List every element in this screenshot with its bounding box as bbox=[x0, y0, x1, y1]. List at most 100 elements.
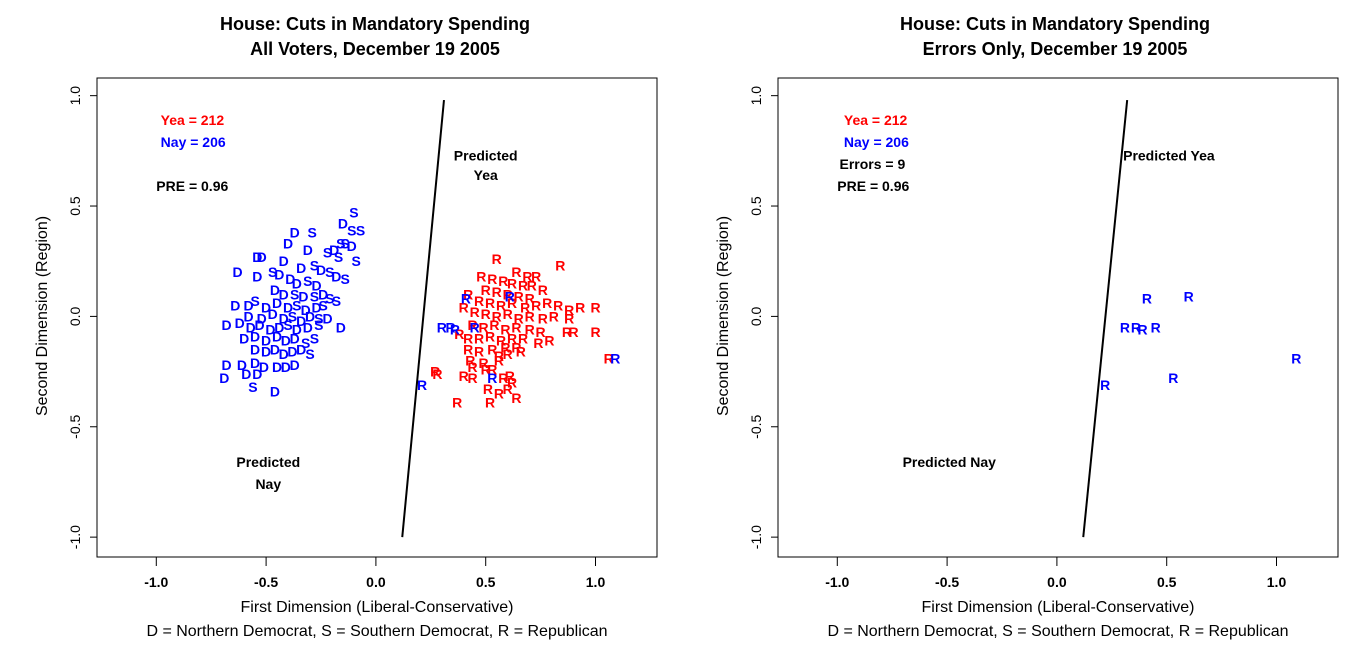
data-point: R bbox=[459, 300, 469, 316]
chart-annotation: Predicted Nay bbox=[903, 454, 997, 470]
data-point: D bbox=[230, 297, 240, 313]
data-point: D bbox=[246, 319, 256, 335]
chart-annotation: Predicted Yea bbox=[1123, 147, 1215, 163]
data-point: R bbox=[452, 394, 462, 410]
data-point: S bbox=[310, 289, 319, 305]
data-point: R bbox=[467, 317, 477, 333]
data-point: D bbox=[296, 313, 306, 329]
data-point: S bbox=[356, 222, 365, 238]
cutting-line bbox=[1082, 99, 1129, 538]
data-point: D bbox=[279, 286, 289, 302]
data-point: R bbox=[531, 297, 541, 313]
data-point: R bbox=[507, 295, 517, 311]
data-point: S bbox=[292, 297, 301, 313]
data-point: S bbox=[336, 236, 345, 252]
data-point: S bbox=[314, 311, 323, 327]
data-point: D bbox=[222, 317, 232, 333]
data-point: R bbox=[446, 319, 456, 335]
points-layer: R RR RR RRR R bbox=[1100, 289, 1301, 393]
data-point: R bbox=[511, 264, 521, 280]
data-point: D bbox=[270, 383, 280, 399]
data-point: R bbox=[1100, 377, 1110, 393]
data-point: R bbox=[487, 342, 497, 358]
data-point: R bbox=[500, 322, 510, 338]
data-point: R bbox=[417, 377, 427, 393]
data-point: D bbox=[303, 319, 313, 335]
data-point: R bbox=[1137, 322, 1147, 338]
y-tick-label: 1.0 bbox=[748, 86, 764, 106]
x-tick-label: -1.0 bbox=[825, 574, 849, 590]
data-point: D bbox=[241, 366, 251, 382]
data-point: S bbox=[301, 335, 310, 351]
data-point: R bbox=[507, 330, 517, 346]
data-point: R bbox=[505, 368, 515, 384]
data-point: R bbox=[1168, 370, 1178, 386]
data-point: S bbox=[310, 330, 319, 346]
data-point: D bbox=[296, 260, 306, 276]
data-point: R bbox=[525, 308, 535, 324]
data-point: S bbox=[340, 236, 349, 252]
data-point: D bbox=[243, 297, 253, 313]
data-point: D bbox=[274, 266, 284, 282]
data-point: R bbox=[432, 366, 442, 382]
data-point: D bbox=[265, 322, 275, 338]
data-point: R bbox=[487, 271, 497, 287]
data-point: D bbox=[331, 269, 341, 285]
data-point: D bbox=[250, 355, 260, 371]
y-tick-label: 0.5 bbox=[67, 196, 83, 216]
data-point: D bbox=[252, 269, 262, 285]
chart-title-line2: All Voters, December 19 2005 bbox=[250, 39, 500, 59]
data-point: R bbox=[511, 390, 521, 406]
data-point: R bbox=[511, 319, 521, 335]
data-point: D bbox=[243, 308, 253, 324]
data-point: R bbox=[610, 350, 620, 366]
data-point: R bbox=[568, 324, 578, 340]
data-point: D bbox=[222, 357, 232, 373]
data-point: R bbox=[498, 370, 508, 386]
data-point: R bbox=[437, 319, 447, 335]
data-point: S bbox=[248, 379, 257, 395]
x-tick-label: 0.0 bbox=[366, 574, 386, 590]
data-point: S bbox=[349, 205, 358, 221]
data-point: S bbox=[283, 317, 292, 333]
data-point: D bbox=[281, 359, 291, 375]
data-point: S bbox=[332, 293, 341, 309]
data-point: R bbox=[492, 284, 502, 300]
data-point: S bbox=[325, 264, 334, 280]
data-point: D bbox=[257, 249, 267, 265]
data-point: R bbox=[478, 355, 488, 371]
data-point: R bbox=[520, 300, 530, 316]
data-point: D bbox=[279, 311, 289, 327]
data-point: R bbox=[463, 286, 473, 302]
x-tick-label: -1.0 bbox=[144, 574, 168, 590]
data-point: S bbox=[310, 258, 319, 274]
x-axis: -1.0 -0.5 0.0 0.5 1.0 bbox=[144, 557, 605, 590]
data-point: R bbox=[505, 289, 515, 305]
x-tick-label: -0.5 bbox=[935, 574, 959, 590]
data-point: D bbox=[298, 289, 308, 305]
y-tick-label: -1.0 bbox=[748, 525, 764, 549]
data-point: R bbox=[494, 386, 504, 402]
annotations-layer: Yea = 212 Nay = 206 PRE = 0.96 Predicted Yea… bbox=[156, 112, 517, 492]
data-point: R bbox=[503, 306, 513, 322]
data-point: R bbox=[514, 311, 524, 327]
data-point: D bbox=[237, 357, 247, 373]
y-tick-label: 1.0 bbox=[67, 86, 83, 106]
data-point: R bbox=[522, 269, 532, 285]
data-point: R bbox=[463, 342, 473, 358]
data-point: R bbox=[487, 361, 497, 377]
data-point: S bbox=[290, 286, 299, 302]
data-point: D bbox=[281, 333, 291, 349]
data-point: R bbox=[514, 289, 524, 305]
data-point: R bbox=[538, 282, 548, 298]
data-point: R bbox=[516, 344, 526, 360]
data-point: D bbox=[252, 366, 262, 382]
data-point: D bbox=[338, 216, 348, 232]
data-point: R bbox=[492, 308, 502, 324]
data-point: R bbox=[485, 295, 495, 311]
chart-annotation: PRE = 0.96 bbox=[837, 178, 909, 194]
data-point: S bbox=[308, 225, 317, 241]
data-point: R bbox=[542, 295, 552, 311]
data-point: S bbox=[250, 293, 259, 309]
